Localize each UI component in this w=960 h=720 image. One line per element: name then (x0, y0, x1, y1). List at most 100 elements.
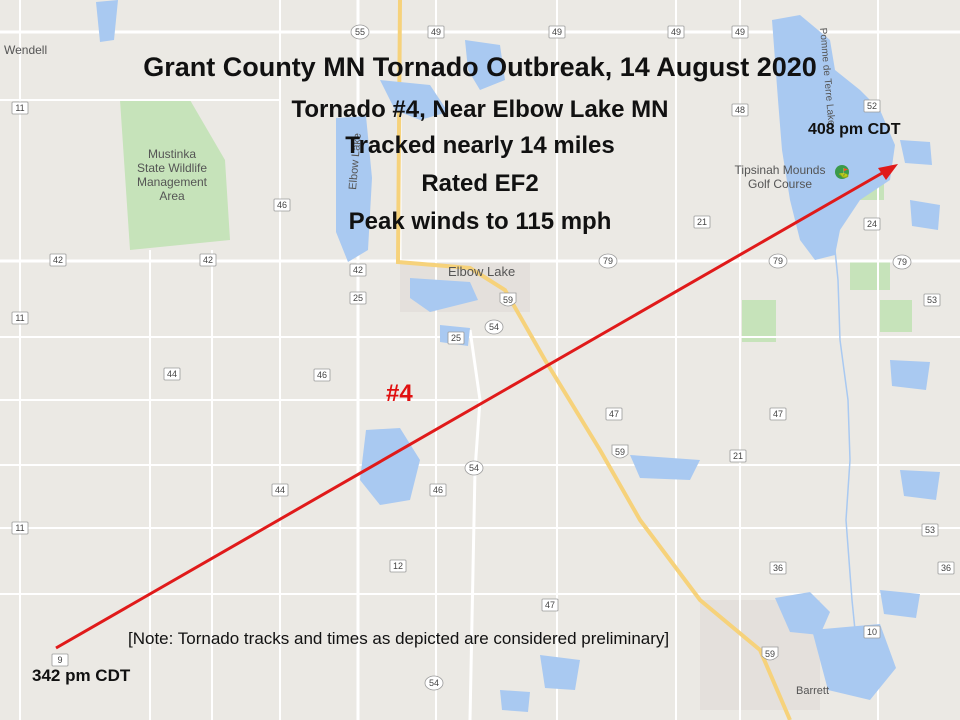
track-end-time: 408 pm CDT (808, 121, 901, 138)
lake (96, 0, 118, 42)
highway-shield-label: 47 (609, 409, 619, 419)
county-road-shield: 49 (667, 25, 685, 39)
county-road-shield: 25 (349, 291, 367, 305)
county-road-shield: 21 (729, 449, 747, 463)
tornado-track (55, 164, 898, 650)
park-parcel (850, 262, 890, 290)
track-start-time: 342 pm CDT (32, 666, 131, 685)
mustinka-line-1: Mustinka (148, 147, 196, 161)
highway-shield-label: 25 (353, 293, 363, 303)
highway-shield-label: 49 (671, 27, 681, 37)
county-road-shield: 48 (731, 103, 749, 117)
county-road-54 (468, 329, 482, 720)
county-road-shield: 36 (769, 561, 787, 575)
county-road-shield: 47 (605, 407, 623, 421)
state-highway-shield: 54 (484, 319, 504, 335)
place-label-barrett: Barrett (796, 685, 829, 697)
highway-shield-label: 53 (925, 525, 935, 535)
county-road-shield: 10 (863, 625, 881, 639)
highway-shield-label: 79 (897, 257, 907, 267)
place-label-elbow-lake: Elbow Lake (448, 264, 515, 279)
lake (900, 470, 940, 500)
highway-shield-label: 54 (489, 322, 499, 332)
highway-shield-label: 46 (433, 485, 443, 495)
state-highway-shield: 79 (598, 253, 618, 269)
highway-shield-label: 54 (469, 463, 479, 473)
lake (900, 140, 932, 165)
county-road-shield: 42 (199, 253, 217, 267)
park-parcel (880, 300, 912, 332)
mustinka-wma (120, 100, 230, 250)
park-parcel (742, 300, 776, 342)
highway-shield-label: 59 (503, 295, 513, 305)
highway-shield-label: 44 (167, 369, 177, 379)
lake (500, 690, 530, 712)
state-highway-shield: 54 (424, 675, 444, 691)
county-road-shield: 9 (51, 653, 69, 667)
county-road-shield: 44 (163, 367, 181, 381)
mustinka-line-2: State Wildlife (137, 161, 207, 175)
county-road-shield: 53 (921, 523, 939, 537)
place-label-wendell: Wendell (4, 43, 47, 57)
highway-shield-label: 36 (773, 563, 783, 573)
county-road-shield: 42 (349, 263, 367, 277)
highway-shield-label: 10 (867, 627, 877, 637)
tipsinah-line-1: Tipsinah Mounds (735, 163, 826, 177)
elbow-lake-water (336, 116, 372, 262)
county-road-shield: 46 (273, 198, 291, 212)
highway-shield-label: 49 (431, 27, 441, 37)
highway-shield-label: 24 (867, 219, 877, 229)
county-road-shield: 49 (427, 25, 445, 39)
place-label-mustinka: Mustinka State Wildlife Management Area (137, 147, 208, 203)
water-bodies (96, 0, 940, 712)
lake (910, 200, 940, 230)
state-highway-shield: 79 (892, 254, 912, 270)
highway-shield-label: 42 (203, 255, 213, 265)
county-road-shield: 44 (271, 483, 289, 497)
highway-shield-label: 59 (765, 649, 775, 659)
state-highway-shield: 54 (464, 460, 484, 476)
highway-shield-label: 55 (355, 27, 365, 37)
lake (880, 590, 920, 618)
highway-shield-label: 42 (53, 255, 63, 265)
highway-shield-label: 12 (393, 561, 403, 571)
highway-shield-label: 44 (275, 485, 285, 495)
us-highway-59 (395, 0, 792, 720)
lake (380, 80, 448, 120)
place-label-tipsinah: Tipsinah Mounds Golf Course (735, 163, 826, 191)
preliminary-note: [Note: Tornado tracks and times as depic… (128, 629, 670, 648)
parks (120, 100, 912, 342)
highway-shield-label: 53 (927, 295, 937, 305)
highway-shield-label: 36 (941, 563, 951, 573)
county-road-shield: 21 (693, 215, 711, 229)
lake (775, 592, 830, 635)
state-highway-shield: 55 (350, 24, 370, 40)
highway-shield-label: 59 (615, 447, 625, 457)
lake (890, 360, 930, 390)
county-road-shield: 11 (11, 311, 29, 325)
highway-shield-label: 21 (733, 451, 743, 461)
us-highway-shield: 59 (761, 646, 779, 661)
us-highway-shield: 59 (499, 292, 517, 307)
highway-shield-label: 47 (773, 409, 783, 419)
county-road-shield: 11 (11, 101, 29, 115)
subtitle-line-3: Rated EF2 (421, 170, 539, 197)
lake (812, 624, 896, 700)
county-road-shield: 49 (548, 25, 566, 39)
subtitle-line-1: Tornado #4, Near Elbow Lake MN (291, 96, 669, 123)
lake (540, 655, 580, 690)
highway-shield-label: 11 (15, 313, 24, 323)
highway-shield-label: 49 (552, 27, 562, 37)
svg-text:⛳: ⛳ (838, 167, 849, 179)
county-road-shield: 12 (389, 559, 407, 573)
county-road-shield: 47 (541, 598, 559, 612)
us-highway-shield: 59 (611, 444, 629, 459)
lake (410, 278, 478, 312)
subtitle-line-2: Tracked nearly 14 miles (345, 132, 615, 159)
county-road-shield: 46 (429, 483, 447, 497)
pomme-de-terre-lake (772, 15, 895, 260)
highway-shields: 55 49 49 49 49 48 52 24 53 11 11 11 42 42 42 46 46 46 25 25… (11, 24, 955, 691)
highway-shield-label: 49 (735, 27, 745, 37)
